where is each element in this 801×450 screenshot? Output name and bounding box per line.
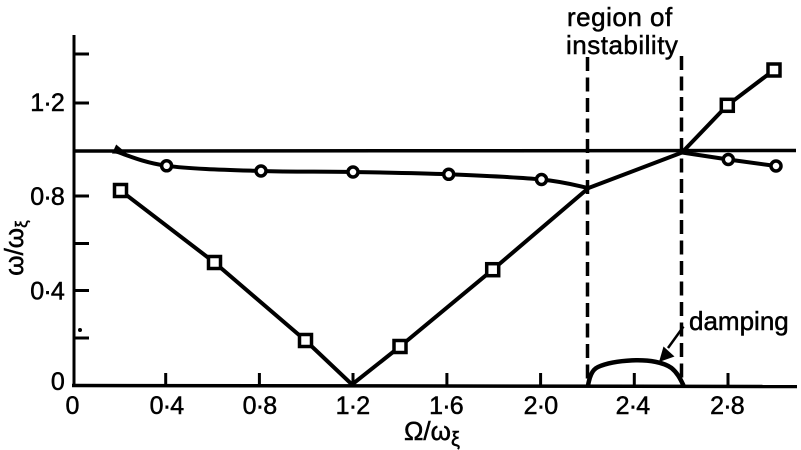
svg-text:0: 0 [65,392,78,420]
svg-text:0: 0 [51,368,64,396]
svg-text:2·0: 2·0 [524,392,558,420]
svg-text:0·4: 0·4 [150,392,185,420]
svg-text:2·4: 2·4 [616,392,651,420]
svg-text:ω/ωξ: ω/ωξ [0,220,31,276]
svg-text:1·2: 1·2 [336,392,370,420]
svg-text:0·8: 0·8 [243,392,277,420]
svg-text:0·8: 0·8 [30,183,64,211]
svg-text:2·8: 2·8 [710,392,744,420]
svg-text:region of: region of [567,2,673,32]
svg-text:instability: instability [566,30,678,60]
svg-text:1·6: 1·6 [429,392,463,420]
svg-text:1·2: 1·2 [30,89,64,117]
svg-text:damping: damping [689,306,789,336]
svg-text:Ω/ωξ: Ω/ωξ [404,416,460,450]
svg-text:0·4: 0·4 [30,278,65,306]
